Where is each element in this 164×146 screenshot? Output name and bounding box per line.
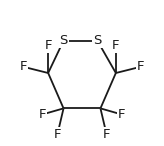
- Text: S: S: [93, 34, 102, 47]
- Text: F: F: [137, 60, 144, 73]
- Text: F: F: [20, 60, 27, 73]
- Text: F: F: [38, 108, 46, 121]
- Text: F: F: [44, 39, 52, 52]
- Text: F: F: [118, 108, 126, 121]
- Text: F: F: [112, 39, 120, 52]
- Text: F: F: [54, 128, 61, 141]
- Text: S: S: [59, 34, 68, 47]
- Text: F: F: [103, 128, 110, 141]
